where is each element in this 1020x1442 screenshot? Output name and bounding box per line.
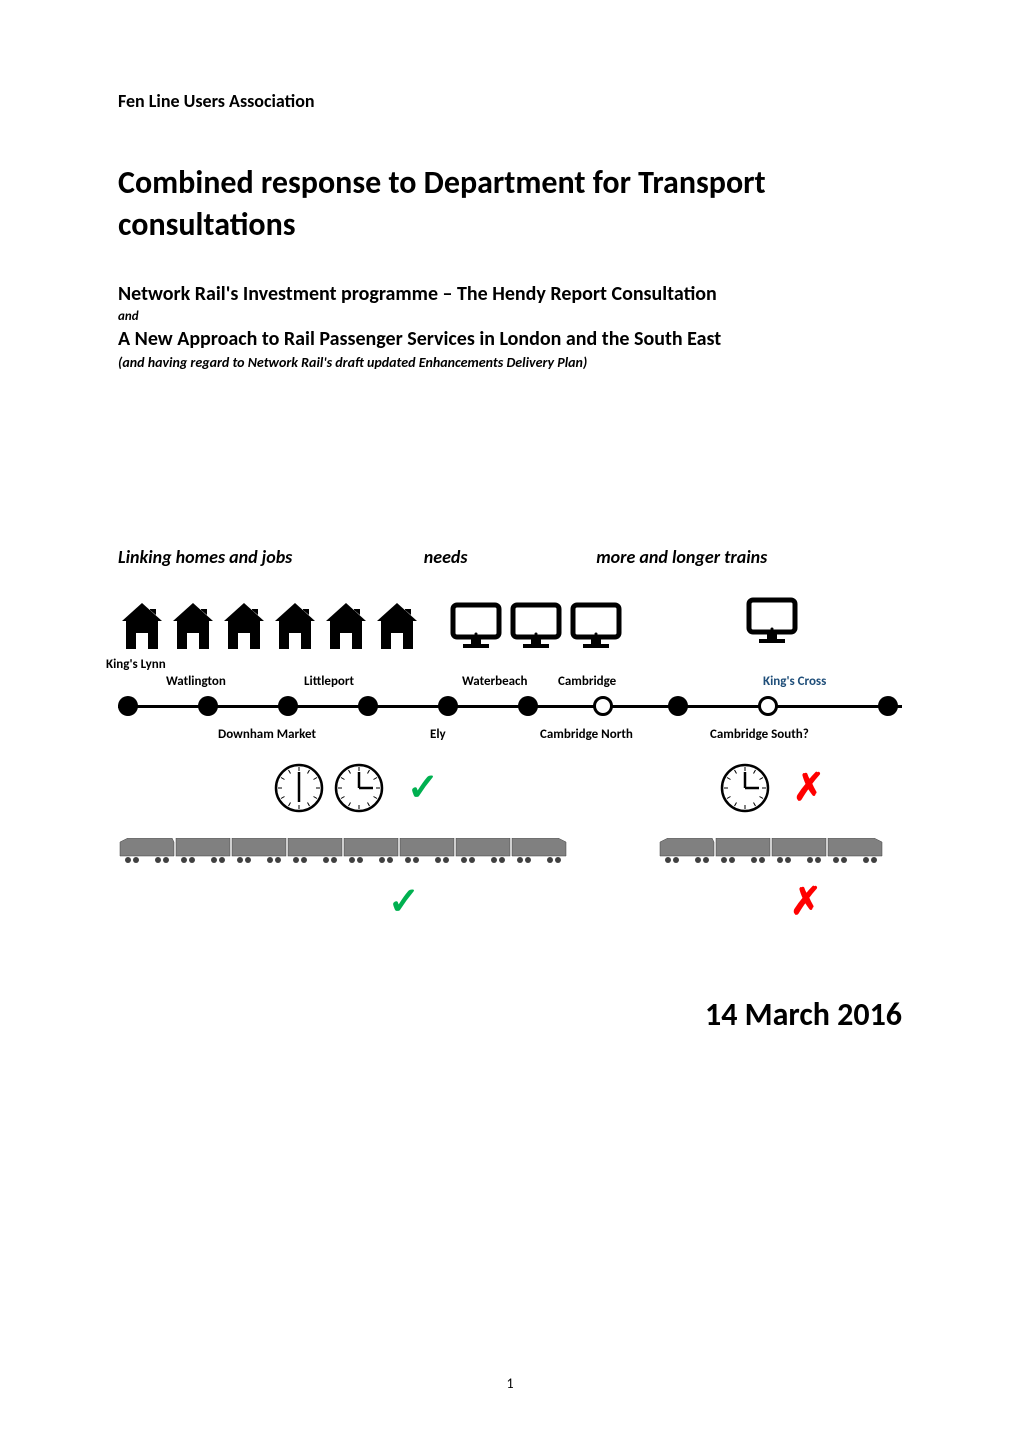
house-icon bbox=[220, 601, 268, 651]
station-downham-market: Downham Market bbox=[218, 727, 358, 742]
monitor-icon bbox=[569, 601, 623, 651]
organization-name: Fen Line Users Association bbox=[118, 90, 902, 112]
train-icon-short bbox=[658, 838, 883, 866]
x-mark-icon: ✗ bbox=[793, 765, 825, 811]
x-mark-icon: ✗ bbox=[790, 879, 822, 925]
station-kings-cross: King's Cross bbox=[763, 674, 863, 689]
train-icon-long bbox=[118, 838, 568, 866]
train-short bbox=[658, 838, 878, 871]
station-dot-waterbeach bbox=[518, 696, 538, 716]
house-icon bbox=[169, 601, 217, 651]
clock-half-hourly-icon bbox=[719, 762, 771, 814]
clock-hourly-icon bbox=[273, 762, 325, 814]
station-watlington: Watlington bbox=[166, 674, 256, 689]
rail-diagram: King's Lynn Watlington Littleport Waterb… bbox=[118, 596, 902, 925]
station-dot-littleport bbox=[358, 696, 378, 716]
monitor-icon bbox=[509, 601, 563, 651]
document-date: 14 March 2016 bbox=[118, 995, 902, 1034]
station-dot-downham-market bbox=[278, 696, 298, 716]
station-cambridge-south: Cambridge South? bbox=[710, 727, 860, 742]
consultation-note: (and having regard to Network Rail's dra… bbox=[118, 354, 902, 371]
monitor-group-right bbox=[745, 596, 799, 651]
station-labels-top-2: Watlington Littleport Waterbeach Cambrid… bbox=[118, 674, 902, 689]
tagline: Linking homes and jobs needs more and lo… bbox=[118, 546, 902, 568]
check-mark-icon: ✓ bbox=[407, 765, 439, 811]
check-mark-icon: ✓ bbox=[388, 879, 420, 925]
connector-and: and bbox=[118, 309, 902, 324]
station-labels-bottom: Downham Market Ely Cambridge North Cambr… bbox=[118, 727, 902, 742]
consultation-heading-1: Network Rail's Investment programme – Th… bbox=[118, 281, 902, 307]
station-cambridge: Cambridge bbox=[558, 674, 648, 689]
bottom-marks-row: ✓ ✗ bbox=[118, 879, 902, 925]
station-dot-kings-cross bbox=[878, 696, 898, 716]
train-row bbox=[118, 838, 902, 871]
house-icon bbox=[271, 601, 319, 651]
rail-line bbox=[118, 705, 902, 708]
house-icon bbox=[322, 601, 370, 651]
monitor-icon bbox=[745, 596, 799, 646]
monitor-group-left bbox=[449, 601, 623, 651]
station-waterbeach: Waterbeach bbox=[462, 674, 552, 689]
station-kings-lynn: King's Lynn bbox=[106, 657, 196, 672]
station-dot-watlington bbox=[198, 696, 218, 716]
clock-half-hourly-icon bbox=[333, 762, 385, 814]
monitor-icon bbox=[449, 601, 503, 651]
station-ring-cambridge-north bbox=[593, 696, 613, 716]
consultation-heading-2: A New Approach to Rail Passenger Service… bbox=[118, 326, 902, 352]
clock-pair-left: ✓ bbox=[273, 762, 439, 814]
page-number: 1 bbox=[506, 1375, 513, 1392]
tagline-mid: needs bbox=[424, 546, 596, 568]
station-ely: Ely bbox=[430, 727, 470, 742]
house-icon bbox=[118, 601, 166, 651]
tagline-left: Linking homes and jobs bbox=[118, 546, 424, 568]
train-long bbox=[118, 838, 568, 871]
house-group bbox=[118, 601, 421, 651]
station-dot-cambridge bbox=[668, 696, 688, 716]
rail-line-diagram bbox=[118, 691, 902, 721]
document-title: Combined response to Department for Tran… bbox=[118, 162, 902, 245]
station-ring-cambridge-south bbox=[758, 696, 778, 716]
tagline-right: more and longer trains bbox=[596, 546, 902, 568]
clock-pair-right: ✗ bbox=[719, 762, 825, 814]
station-dot-ely bbox=[438, 696, 458, 716]
station-dot-kings-lynn bbox=[118, 696, 138, 716]
clocks-row: ✓ ✗ bbox=[118, 762, 902, 814]
station-littleport: Littleport bbox=[304, 674, 394, 689]
house-icon bbox=[373, 601, 421, 651]
station-labels-top: King's Lynn bbox=[118, 657, 902, 672]
station-cambridge-north: Cambridge North bbox=[540, 727, 670, 742]
houses-row bbox=[118, 596, 902, 651]
